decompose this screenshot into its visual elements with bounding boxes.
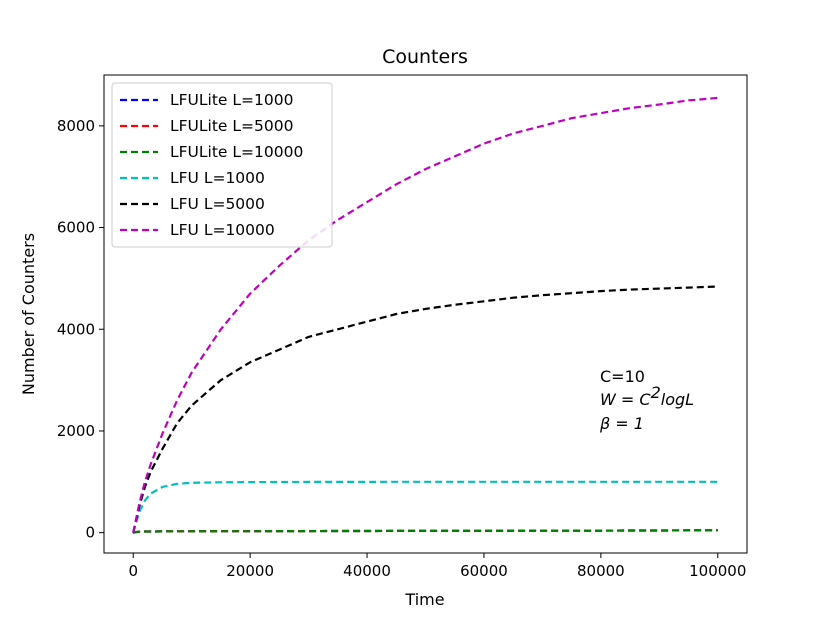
y-tick-label: 0: [85, 524, 95, 542]
legend-label: LFU L=5000: [170, 195, 265, 213]
legend-box: [111, 82, 333, 248]
x-tick-label: 0: [128, 562, 138, 580]
series-line-3: [132, 529, 718, 534]
x-tick-label: 100000: [689, 562, 746, 580]
annotation-w-part2: logL: [661, 390, 694, 409]
series-lines: [132, 96, 718, 534]
series-line-6: [132, 96, 718, 533]
axes-frame: [103, 74, 748, 554]
legend: LFULite L=1000 LFULite L=5000 LFULite L=10…: [111, 82, 333, 248]
y-axis-ticks: 0 2000 4000 6000 8000: [57, 117, 104, 542]
legend-label: LFULite L=1000: [170, 91, 293, 109]
legend-label: LFU L=1000: [170, 169, 265, 187]
x-tick-label: 80000: [577, 562, 625, 580]
annotation-w-sup: 2: [651, 383, 661, 402]
y-tick-label: 6000: [57, 219, 95, 237]
annotation: C=10 W = C2logL β = 1: [599, 367, 694, 433]
x-tick-label: 60000: [460, 562, 508, 580]
legend-label: LFULite L=5000: [170, 117, 293, 135]
x-axis-ticks: 0 20000 40000 60000 80000 100000: [128, 553, 746, 580]
legend-label: LFULite L=10000: [170, 143, 303, 161]
annotation-w-part1: W = C: [600, 390, 651, 409]
annotation-c: C=10: [600, 367, 645, 386]
y-axis-label: Number of Counters: [19, 233, 38, 395]
legend-label: LFU L=10000: [170, 221, 275, 239]
x-tick-label: 40000: [343, 562, 391, 580]
x-tick-label: 20000: [226, 562, 274, 580]
y-tick-label: 4000: [57, 320, 95, 338]
series-line-5: [132, 285, 718, 533]
y-tick-label: 8000: [57, 117, 95, 135]
annotation-w: W = C2logL: [600, 383, 694, 409]
y-tick-label: 2000: [57, 422, 95, 440]
annotation-beta: β = 1: [599, 414, 644, 433]
x-axis-label: Time: [404, 590, 444, 609]
series-line-4: [132, 480, 718, 534]
chart-title: Counters: [382, 46, 468, 68]
plot-area: [103, 74, 748, 554]
